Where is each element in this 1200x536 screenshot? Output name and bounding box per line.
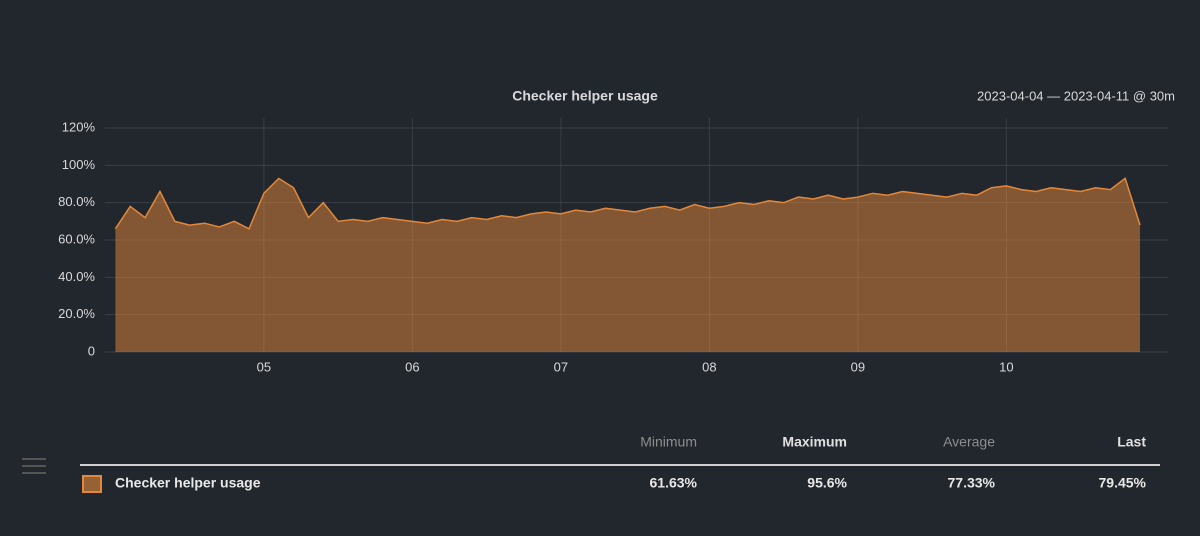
- menu-icon[interactable]: [22, 458, 46, 474]
- x-tick-label: 05: [257, 359, 271, 374]
- y-tick-label: 120%: [62, 119, 96, 134]
- legend-name[interactable]: Checker helper usage: [115, 475, 261, 491]
- y-tick-label: 100%: [62, 157, 96, 172]
- stat-cell: 79.45%: [1099, 475, 1147, 491]
- x-tick-label: 09: [851, 359, 865, 374]
- column-header[interactable]: Last: [1117, 434, 1146, 450]
- line: [114, 177, 1141, 230]
- y-tick-label: 20.0%: [58, 306, 95, 321]
- x-tick-label: 07: [554, 359, 568, 374]
- x-tick-label: 10: [999, 359, 1013, 374]
- stat-cell: 77.33%: [948, 475, 996, 491]
- legend-swatch: [82, 475, 102, 493]
- chart-title: Checker helper usage: [512, 88, 658, 104]
- y-tick-label: 40.0%: [58, 269, 95, 284]
- y-tick-label: 0: [88, 343, 95, 358]
- y-tick-label: 60.0%: [58, 231, 95, 246]
- column-header[interactable]: Maximum: [782, 434, 847, 450]
- stat-cell: 61.63%: [650, 475, 698, 491]
- column-header[interactable]: Minimum: [640, 434, 697, 450]
- area: [115, 178, 1141, 352]
- date-range: 2023-04-04 — 2023-04-11 @ 30m: [977, 88, 1175, 103]
- x-tick-label: 06: [405, 359, 419, 374]
- x-tick-label: 08: [702, 359, 716, 374]
- stat-cell: 95.6%: [807, 475, 847, 491]
- y-tick-label: 80.0%: [58, 194, 95, 209]
- column-header[interactable]: Average: [943, 434, 995, 450]
